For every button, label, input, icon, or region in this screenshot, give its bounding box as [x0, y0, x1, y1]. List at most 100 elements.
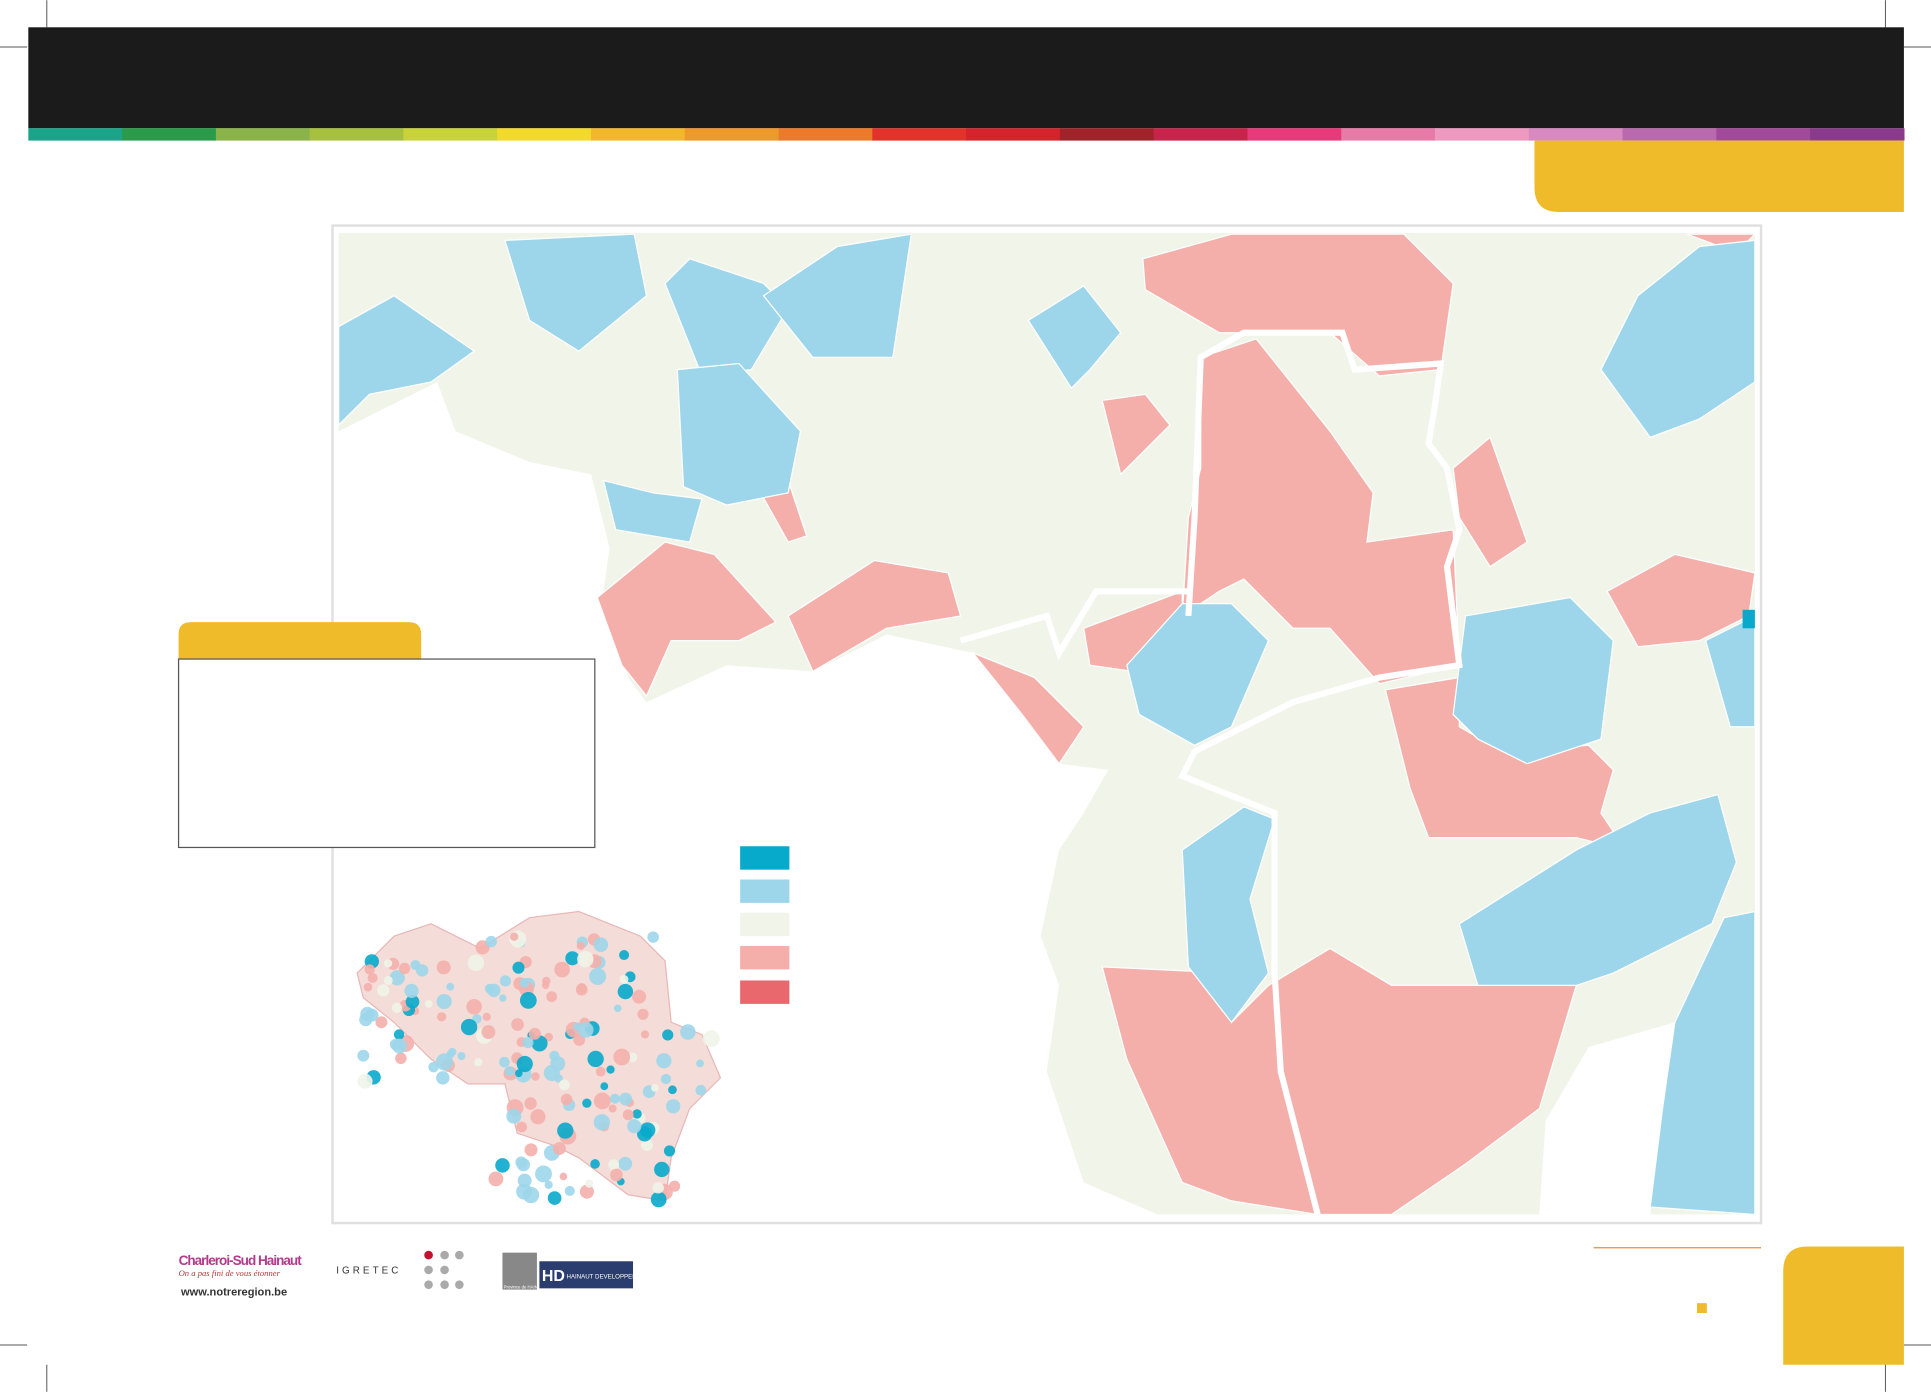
inset-area — [595, 1066, 606, 1077]
inset-area — [535, 1165, 552, 1183]
stripe-segment — [1059, 128, 1155, 141]
inset-area — [522, 1186, 540, 1204]
inset-area — [552, 1142, 566, 1155]
inset-area — [474, 1058, 483, 1067]
inset-area — [467, 954, 485, 972]
stripe-segment — [122, 128, 217, 141]
inset-area — [558, 1079, 570, 1091]
inset-area — [516, 1055, 533, 1073]
stripe-segment — [1622, 128, 1717, 141]
inset-area — [499, 1056, 510, 1068]
inset-area — [662, 1029, 674, 1041]
inset-area — [627, 1052, 638, 1063]
inset-area — [524, 1097, 537, 1110]
inset-area — [499, 975, 512, 987]
inset-area — [590, 1159, 600, 1169]
inset-area — [609, 1093, 620, 1104]
inset-area — [647, 931, 659, 943]
inset-area — [424, 999, 433, 1008]
inset-area — [446, 982, 455, 991]
inset-area — [600, 1082, 609, 1091]
inset-area — [608, 1104, 617, 1113]
inset-area — [504, 1066, 515, 1077]
stripe-segment — [28, 128, 123, 141]
inset-area — [584, 1179, 594, 1188]
inset-area — [543, 1064, 560, 1082]
inset-area — [619, 975, 629, 984]
inset-area — [637, 1126, 653, 1142]
header-tab — [1534, 140, 1904, 213]
inset-area — [482, 1012, 491, 1021]
inset-area — [640, 1030, 650, 1039]
inset-area — [606, 1065, 615, 1074]
inset-area — [391, 1002, 403, 1013]
inset-area — [530, 1109, 546, 1125]
inset-area — [579, 1184, 594, 1199]
stripe-segment — [1716, 128, 1811, 141]
info-box — [177, 658, 596, 849]
inset-area — [512, 961, 525, 974]
inset-area — [460, 1018, 478, 1036]
inset-area — [506, 1108, 522, 1124]
hd-mark: HD — [542, 1268, 565, 1285]
inset-area — [617, 983, 634, 1000]
inset-area — [695, 1084, 707, 1096]
inset-area — [435, 1053, 453, 1071]
inset-area — [627, 1119, 642, 1134]
inset-area — [495, 1158, 510, 1173]
stripe-segment — [309, 128, 405, 141]
logo-charleroi: Charleroi-Sud Hainaut — [179, 1253, 303, 1268]
inset-area — [519, 992, 537, 1009]
inset-area — [656, 1053, 672, 1069]
inset-area — [531, 1072, 540, 1081]
inset-area — [560, 1093, 573, 1106]
inset-area — [576, 941, 585, 950]
inset-area — [696, 1059, 704, 1068]
logo-tagline: On a pas fini de vous étonner — [179, 1268, 281, 1278]
footer-bullet — [1697, 1303, 1707, 1313]
inset-area — [389, 1038, 401, 1050]
stripe-segment — [215, 128, 311, 141]
inset-area — [519, 978, 530, 988]
inset-area — [610, 1168, 623, 1182]
inset-area — [517, 1173, 532, 1188]
inset-area — [528, 1027, 541, 1040]
inset-area — [589, 967, 607, 986]
inset-area — [357, 1073, 373, 1089]
inset-area — [393, 1029, 405, 1040]
inset-area — [542, 976, 551, 986]
stripe-segment — [1435, 128, 1530, 141]
inset-area — [509, 932, 519, 941]
stripe-segment — [778, 128, 873, 141]
inset-area — [619, 949, 630, 961]
inset-area — [516, 1121, 528, 1133]
inset-area — [608, 1159, 620, 1171]
stripe-segment — [872, 128, 967, 141]
inset-area — [637, 1008, 649, 1020]
logo-igretec: IGRETEC — [336, 1266, 401, 1277]
inset-area — [549, 1050, 560, 1061]
inset-area — [613, 1004, 622, 1013]
inset-area — [363, 982, 373, 992]
inset-area — [593, 937, 609, 952]
inset-area — [488, 1171, 504, 1187]
inset-area — [593, 1114, 611, 1131]
url: www.notreregion.be — [180, 1287, 287, 1299]
inset-area — [559, 1172, 568, 1181]
inset-area — [485, 935, 497, 948]
inset-area — [640, 1138, 653, 1151]
inset-area — [577, 1022, 594, 1038]
inset-area — [666, 1099, 681, 1114]
inset-area — [367, 972, 378, 983]
inset-area — [383, 959, 393, 968]
inset-area — [524, 1143, 538, 1157]
inset-map — [356, 910, 722, 1208]
inset-area — [544, 1180, 553, 1189]
inset-area — [660, 1073, 672, 1085]
stripe-segment — [1341, 128, 1436, 141]
inset-area — [357, 1049, 370, 1062]
inset-area — [404, 983, 419, 998]
inset-area — [511, 1018, 524, 1031]
